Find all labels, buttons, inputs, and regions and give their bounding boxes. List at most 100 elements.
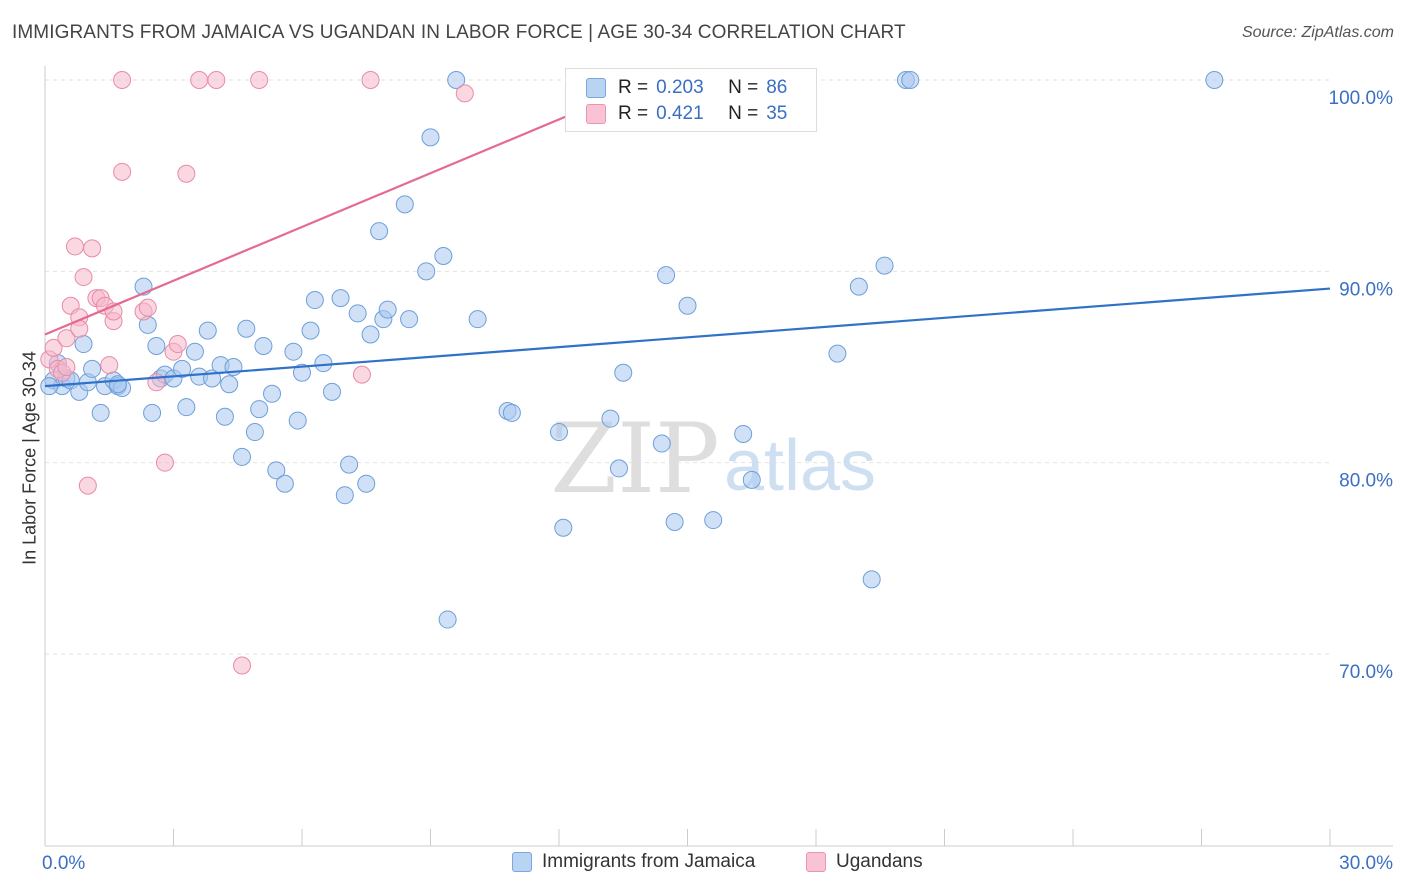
data-point	[245, 423, 264, 442]
watermark-zip: ZIP	[550, 403, 719, 515]
source-credit: Source: ZipAtlas.com	[1241, 24, 1394, 41]
data-point	[147, 336, 166, 355]
jamaica-trend-line	[44, 287, 1331, 388]
data-point	[168, 335, 187, 354]
data-point	[704, 511, 723, 530]
data-points	[40, 71, 1224, 675]
data-point	[395, 195, 414, 214]
r-label: R =	[618, 77, 649, 98]
data-point	[74, 335, 93, 354]
data-point	[614, 363, 633, 382]
data-point	[143, 403, 162, 422]
data-point	[288, 411, 307, 430]
data-point	[207, 71, 226, 89]
y-tick-label: 90.0%	[1339, 279, 1393, 300]
data-point	[361, 325, 380, 344]
data-point	[215, 407, 234, 426]
stats-row-jamaica: R = 0.203 N = 86	[586, 76, 787, 100]
data-point	[455, 84, 474, 103]
data-point	[293, 363, 311, 382]
data-point	[113, 162, 132, 181]
data-point	[250, 400, 269, 419]
data-point	[190, 71, 209, 89]
data-point	[301, 321, 320, 340]
data-point	[57, 329, 76, 348]
data-point	[185, 342, 204, 361]
data-point	[83, 239, 102, 258]
data-point	[550, 423, 568, 442]
watermark: ZIP atlas	[550, 403, 876, 515]
data-point	[138, 298, 157, 317]
data-point	[155, 453, 174, 472]
data-point	[91, 403, 110, 422]
y-tick-label: 100.0%	[1329, 88, 1394, 109]
jamaica-swatch	[586, 78, 606, 98]
stats-legend: R = 0.203 N = 86 R = 0.421 N = 35	[565, 68, 817, 132]
stats-row-ugandans: R = 0.421 N = 35	[586, 102, 787, 126]
data-point	[113, 71, 132, 89]
data-point	[74, 268, 93, 287]
jamaica-points	[40, 71, 1224, 629]
data-point	[314, 354, 333, 373]
y-axis-label: In Labor Force | Age 30-34	[19, 351, 40, 565]
data-point	[417, 262, 436, 281]
data-point	[447, 71, 466, 89]
data-point	[254, 336, 273, 355]
trend-lines	[44, 78, 1331, 388]
data-point	[348, 304, 367, 323]
x-tick-label: 0.0%	[42, 853, 85, 874]
data-point	[275, 474, 294, 493]
data-point	[438, 610, 457, 629]
data-point	[849, 277, 868, 296]
data-point	[370, 222, 389, 241]
data-point	[434, 247, 453, 266]
data-point	[177, 398, 196, 417]
data-point	[173, 359, 192, 378]
data-point	[57, 358, 76, 376]
data-point	[335, 486, 354, 505]
ugandans-legend-swatch	[806, 852, 826, 872]
data-point	[678, 296, 697, 315]
data-point	[331, 289, 350, 308]
data-point	[468, 310, 487, 329]
legend-item-ugandans: Ugandans	[806, 851, 923, 873]
r-label: R =	[618, 103, 649, 124]
data-point	[305, 291, 324, 310]
data-point	[828, 344, 847, 363]
data-point	[502, 403, 521, 422]
data-point	[322, 382, 341, 401]
data-point	[609, 459, 628, 478]
data-point	[652, 434, 671, 453]
data-point	[267, 461, 286, 480]
n-value: 35	[766, 103, 788, 124]
ugandans-swatch	[586, 104, 606, 124]
data-point	[250, 71, 269, 89]
data-point	[100, 356, 119, 375]
data-point	[361, 71, 380, 89]
jamaica-legend-swatch	[512, 852, 532, 872]
data-point	[108, 375, 127, 394]
data-point	[665, 512, 684, 531]
data-point	[742, 470, 761, 489]
legend-item-jamaica: Immigrants from Jamaica	[512, 851, 755, 873]
data-point	[554, 518, 573, 537]
data-point	[237, 319, 256, 338]
data-point	[78, 476, 97, 495]
data-point	[901, 71, 920, 89]
tick-labels: 100.0% 90.0% 80.0% 70.0% 0.0% 30.0%	[42, 88, 1393, 874]
data-point	[44, 338, 63, 357]
data-point	[400, 310, 419, 329]
legend-label-ugandans: Ugandans	[836, 851, 923, 872]
r-value: 0.203	[656, 77, 704, 98]
legend-label-jamaica: Immigrants from Jamaica	[542, 851, 756, 872]
data-point	[357, 474, 376, 493]
data-point	[83, 359, 102, 378]
data-point	[220, 375, 239, 394]
data-point	[198, 321, 217, 340]
data-point	[233, 447, 252, 466]
data-point	[233, 656, 252, 675]
data-point	[875, 256, 894, 275]
data-point	[657, 266, 676, 285]
n-label: N =	[728, 77, 759, 98]
